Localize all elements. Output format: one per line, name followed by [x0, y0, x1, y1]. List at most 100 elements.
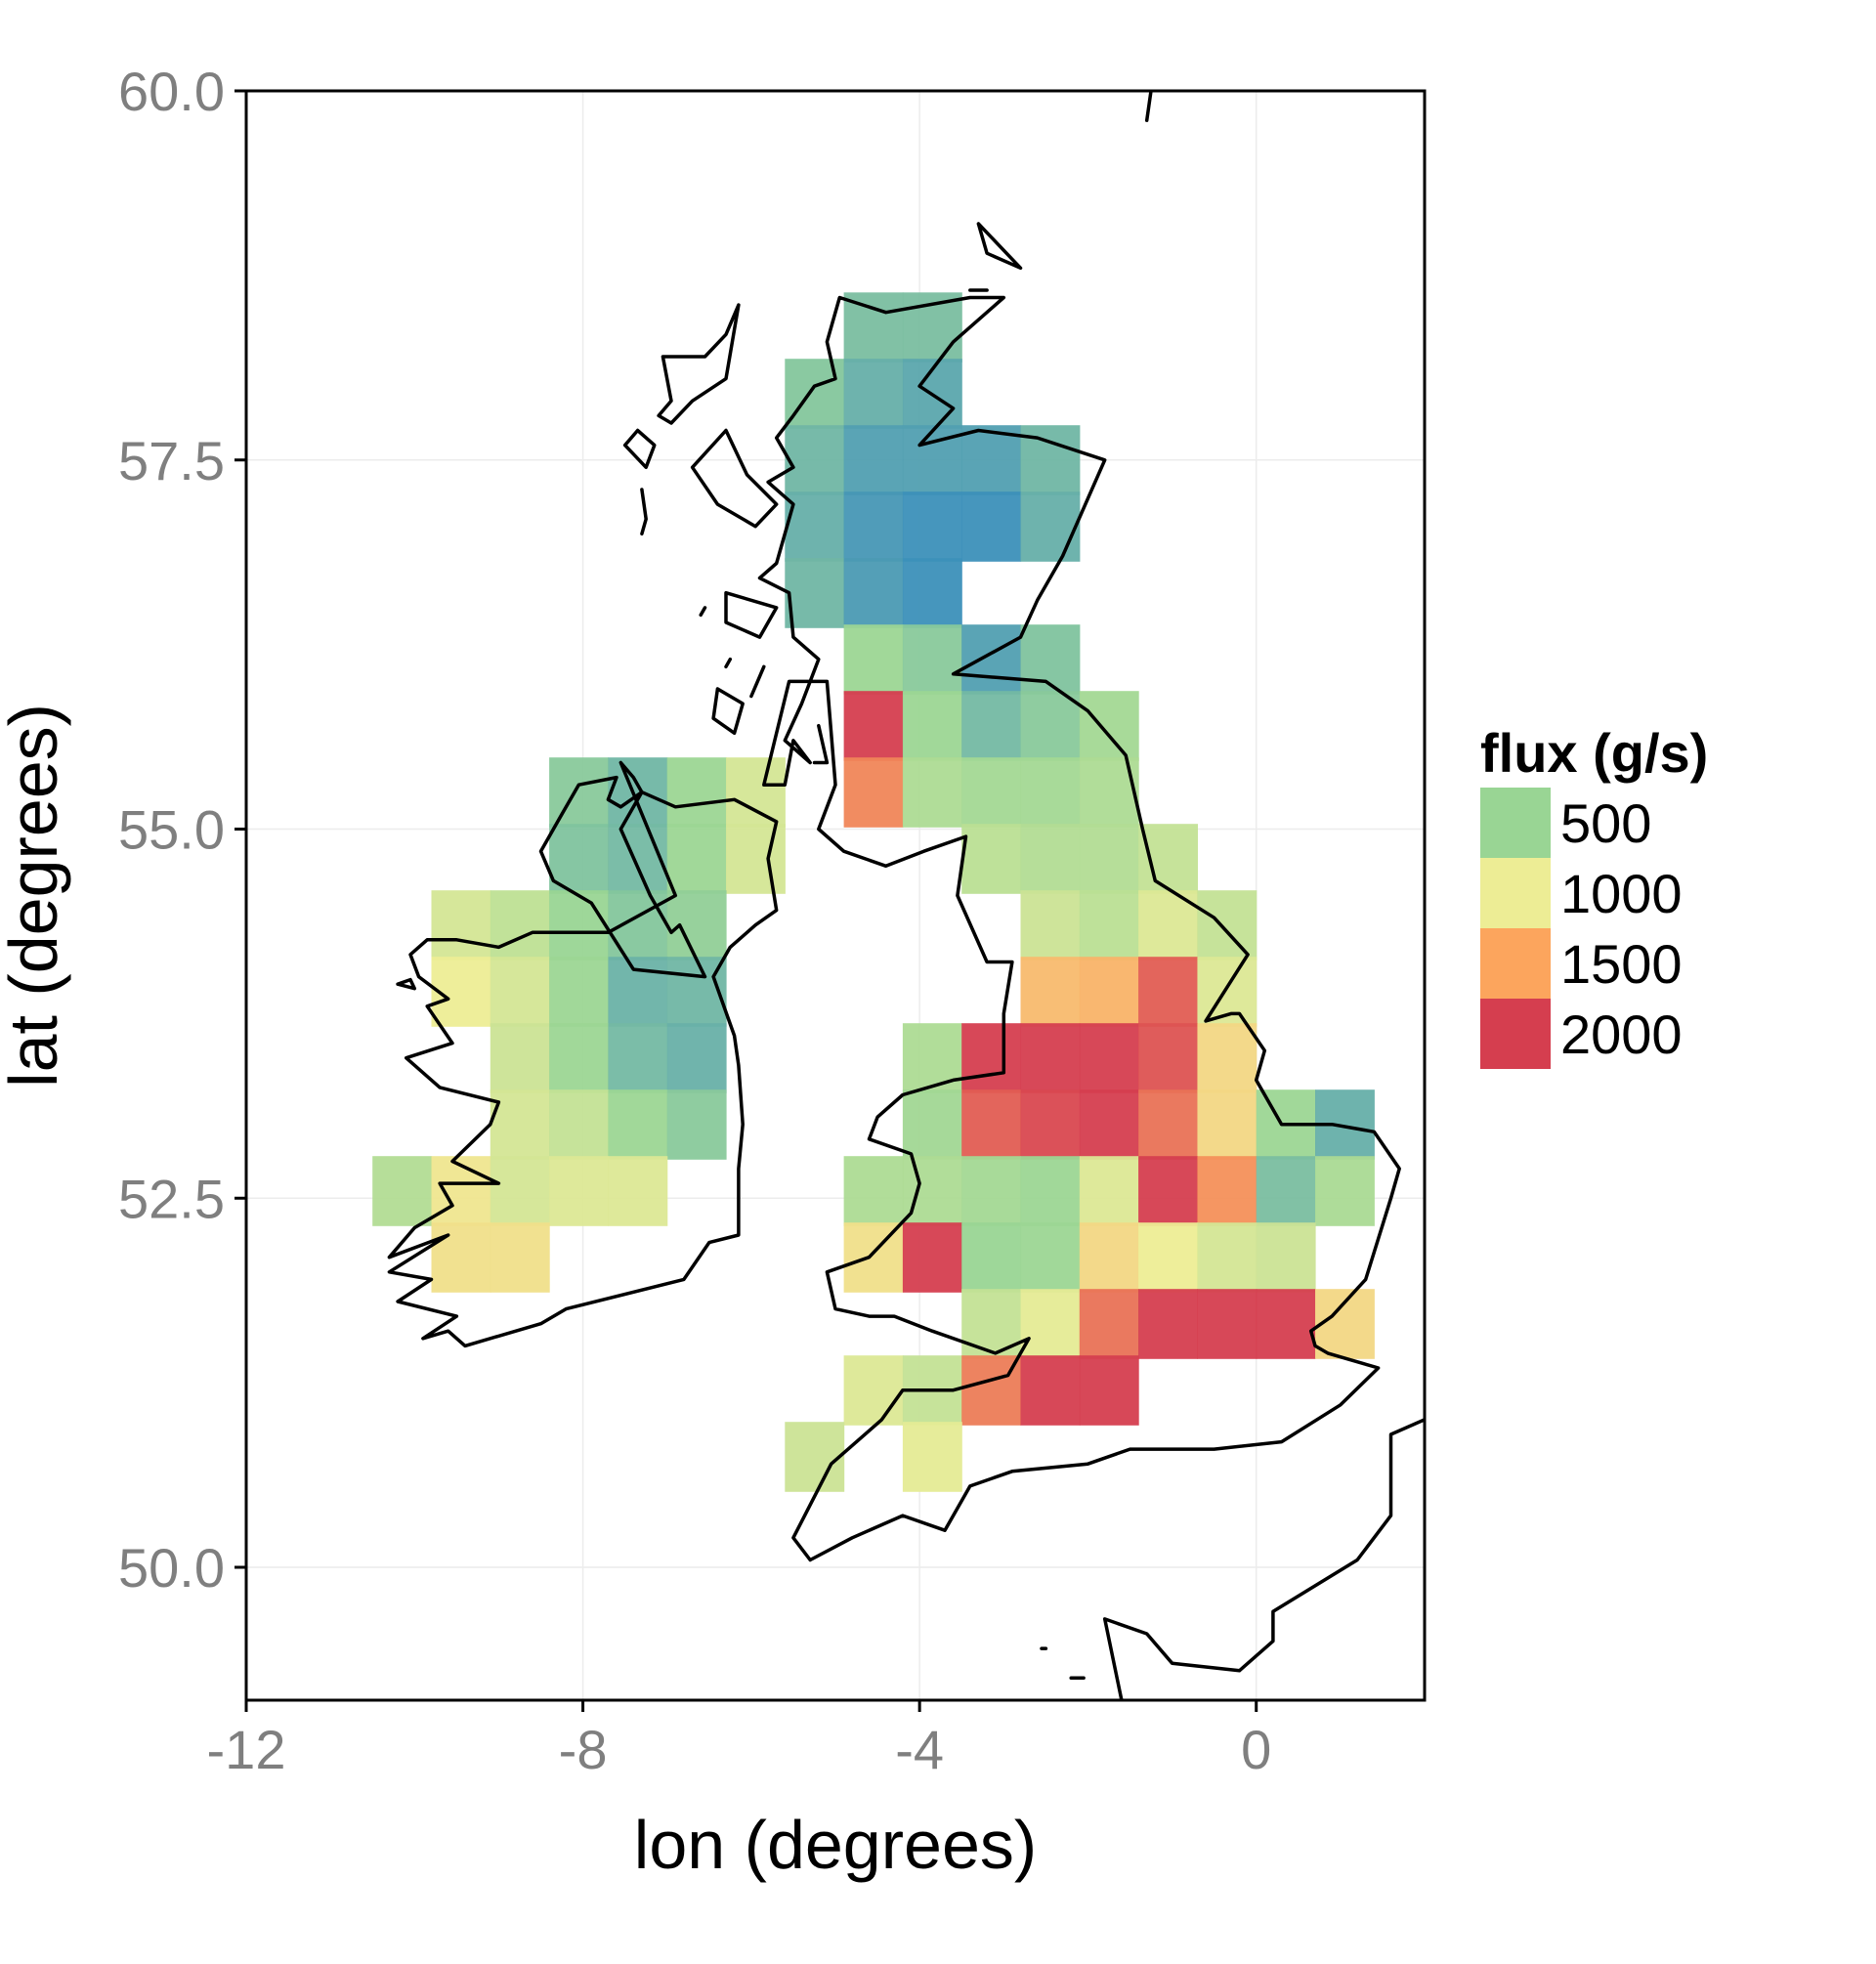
flux-cell-r7-c3 [726, 757, 786, 828]
flux-cell-r6-c2 [961, 691, 1022, 761]
flux-cell-r6-c0 [843, 691, 904, 761]
flux-cell-r13-c11 [1197, 1156, 1258, 1226]
flux-cell-r11-c4 [902, 1023, 962, 1093]
coastline-ireland [387, 760, 779, 1348]
flux-cell-r10-c6 [1079, 957, 1139, 1027]
flux-cell-r7-c1 [608, 757, 668, 828]
flux-cell-r14-c9 [1256, 1222, 1316, 1293]
flux-cell-r4-c0 [785, 558, 845, 628]
legend-label-2000: 2000 [1560, 1003, 1683, 1065]
flux-cell-r15-c0 [961, 1289, 1022, 1359]
flux-cell-r5-c2 [961, 624, 1022, 695]
flux-cell-r9-c5 [1020, 890, 1081, 961]
coastline-shetland [1144, 91, 1153, 122]
coastline-achill [396, 977, 417, 991]
x-tick-label: -4 [895, 1719, 944, 1780]
flux-cell-r14-c0 [431, 1222, 491, 1293]
coastline-lewis [657, 303, 741, 425]
flux-cell-r12-c7 [1079, 1089, 1139, 1160]
flux-cell-r12-c0 [490, 1089, 550, 1160]
flux-cell-r6-c1 [902, 691, 962, 761]
coastline-jura [749, 664, 766, 699]
flux-cell-r2-c3 [961, 425, 1022, 495]
legend-label-1000: 1000 [1560, 863, 1683, 924]
flux-cell-r16-c4 [1079, 1355, 1139, 1426]
legend-title: flux (g/s) [1480, 722, 1708, 784]
flux-cell-r13-c4 [608, 1156, 668, 1226]
flux-cell-r3-c3 [961, 491, 1022, 562]
flux-cell-r8-c3 [726, 824, 786, 894]
flux-cell-r11-c3 [666, 1023, 727, 1093]
flux-cell-r2-c1 [843, 425, 904, 495]
x-axis-title: lon (degrees) [634, 1807, 1037, 1883]
flux-cell-r14-c6 [1079, 1222, 1139, 1293]
flux-cell-r12-c8 [1138, 1089, 1198, 1160]
flux-cell-r9-c0 [431, 890, 491, 961]
flux-cell-r13-c8 [1020, 1156, 1081, 1226]
flux-cell-r17-c1 [902, 1422, 962, 1492]
flux-cell-r13-c6 [902, 1156, 962, 1226]
flux-cell-r8-c2 [666, 824, 727, 894]
flux-cell-r12-c4 [902, 1089, 962, 1160]
coastline-arran [812, 723, 830, 765]
flux-cell-r15-c5 [1256, 1289, 1316, 1359]
flux-cell-r7-c4 [843, 757, 904, 828]
flux-cell-r4-c1 [843, 558, 904, 628]
flux-cell-r12-c1 [549, 1089, 609, 1160]
legend-swatch-500 [1480, 788, 1551, 858]
flux-cell-r8-c6 [1079, 824, 1139, 894]
flux-cell-r7-c2 [666, 757, 727, 828]
flux-cell-r17-c0 [785, 1422, 845, 1492]
flux-cell-r13-c9 [1079, 1156, 1139, 1226]
legend-swatch-1000 [1480, 858, 1551, 928]
flux-cell-r12-c5 [961, 1089, 1022, 1160]
flux-cell-r10-c5 [1020, 957, 1081, 1027]
legend-items: 500 1000 1500 2000 [1480, 788, 1683, 1069]
flux-cell-r10-c7 [1138, 957, 1198, 1027]
flux-cell-r1-c0 [785, 359, 845, 429]
flux-cell-r11-c6 [1020, 1023, 1081, 1093]
flux-cell-r13-c3 [549, 1156, 609, 1226]
flux-cell-r2-c0 [785, 425, 845, 495]
flux-cell-r13-c1 [431, 1156, 491, 1226]
plot-frame [244, 89, 1427, 1702]
flux-cell-r8-c1 [608, 824, 668, 894]
legend: flux (g/s) 500 1000 1500 2000 [1480, 722, 1708, 1069]
flux-cell-r15-c1 [1020, 1289, 1081, 1359]
flux-cell-r14-c8 [1197, 1222, 1258, 1293]
flux-cell-r0-c0 [843, 292, 904, 363]
coastline-barra [640, 488, 648, 536]
flux-cell-r1-c1 [843, 359, 904, 429]
legend-swatch-2000 [1480, 999, 1551, 1069]
flux-cell-r14-c2 [843, 1222, 904, 1293]
coastline-gb_main [757, 295, 1401, 1562]
flux-cell-r11-c8 [1138, 1023, 1198, 1093]
coastline-tiree [699, 606, 707, 618]
coastline-islay [711, 687, 745, 736]
flux-cell-r15-c3 [1138, 1289, 1198, 1359]
y-tick-label: 50.0 [118, 1537, 225, 1599]
flux-cell-r8-c5 [1020, 824, 1081, 894]
flux-cell-r3-c1 [843, 491, 904, 562]
legend-swatch-1500 [1480, 928, 1551, 999]
flux-cell-r6-c4 [1079, 691, 1139, 761]
flux-cell-r11-c5 [961, 1023, 1022, 1093]
legend-label-500: 500 [1560, 792, 1651, 854]
flux-cell-r9-c3 [608, 890, 668, 961]
flux-cell-r12-c6 [1020, 1089, 1081, 1160]
flux-cell-r7-c0 [549, 757, 609, 828]
flux-cell-r11-c9 [1197, 1023, 1258, 1093]
coastline-uist [622, 428, 657, 470]
flux-cell-r3-c0 [785, 491, 845, 562]
flux-cell-r6-c3 [1020, 691, 1081, 761]
flux-cell-r15-c4 [1197, 1289, 1258, 1359]
x-tick-label: 0 [1241, 1719, 1271, 1780]
legend-label-1500: 1500 [1560, 933, 1683, 995]
flux-cell-r16-c0 [843, 1355, 904, 1426]
flux-cell-r8-c7 [1138, 824, 1198, 894]
flux-cell-r15-c6 [1315, 1289, 1375, 1359]
flux-cell-r9-c2 [549, 890, 609, 961]
flux-cell-r11-c1 [549, 1023, 609, 1093]
flux-cell-r7-c6 [961, 757, 1022, 828]
